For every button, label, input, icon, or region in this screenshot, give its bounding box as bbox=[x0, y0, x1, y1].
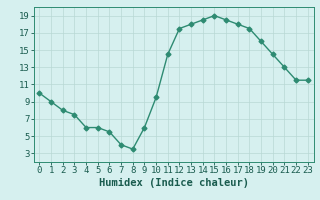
X-axis label: Humidex (Indice chaleur): Humidex (Indice chaleur) bbox=[99, 178, 249, 188]
